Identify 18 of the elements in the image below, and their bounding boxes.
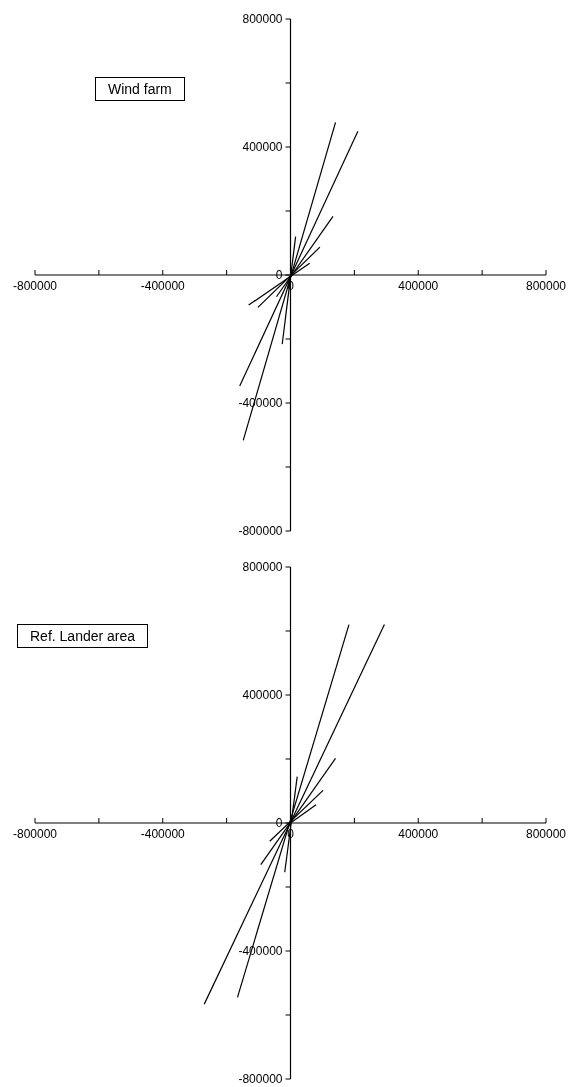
y-tick-label: 400000	[242, 140, 283, 155]
text: Ref. Lander area	[17, 624, 149, 648]
y-tick-label: -800000	[238, 1072, 283, 1087]
x-tick-label: 400000	[398, 826, 439, 841]
y-tick-label: 0	[275, 816, 283, 831]
y-tick-label: -800000	[238, 524, 283, 539]
x-tick-label: 800000	[525, 278, 567, 293]
x-tick-label: 400000	[398, 278, 439, 293]
x-tick-label: -800000	[12, 278, 58, 293]
y-tick-label: 800000	[242, 560, 283, 575]
x-tick-label: -800000	[12, 826, 58, 841]
x-tick-label: -400000	[140, 826, 186, 841]
y-tick-label: 0	[275, 268, 283, 283]
y-tick-label: 400000	[242, 688, 283, 703]
y-tick-label: 800000	[242, 12, 283, 27]
text: Wind farm	[95, 77, 185, 101]
x-tick-label: -400000	[140, 278, 186, 293]
x-tick-label: 800000	[525, 826, 567, 841]
